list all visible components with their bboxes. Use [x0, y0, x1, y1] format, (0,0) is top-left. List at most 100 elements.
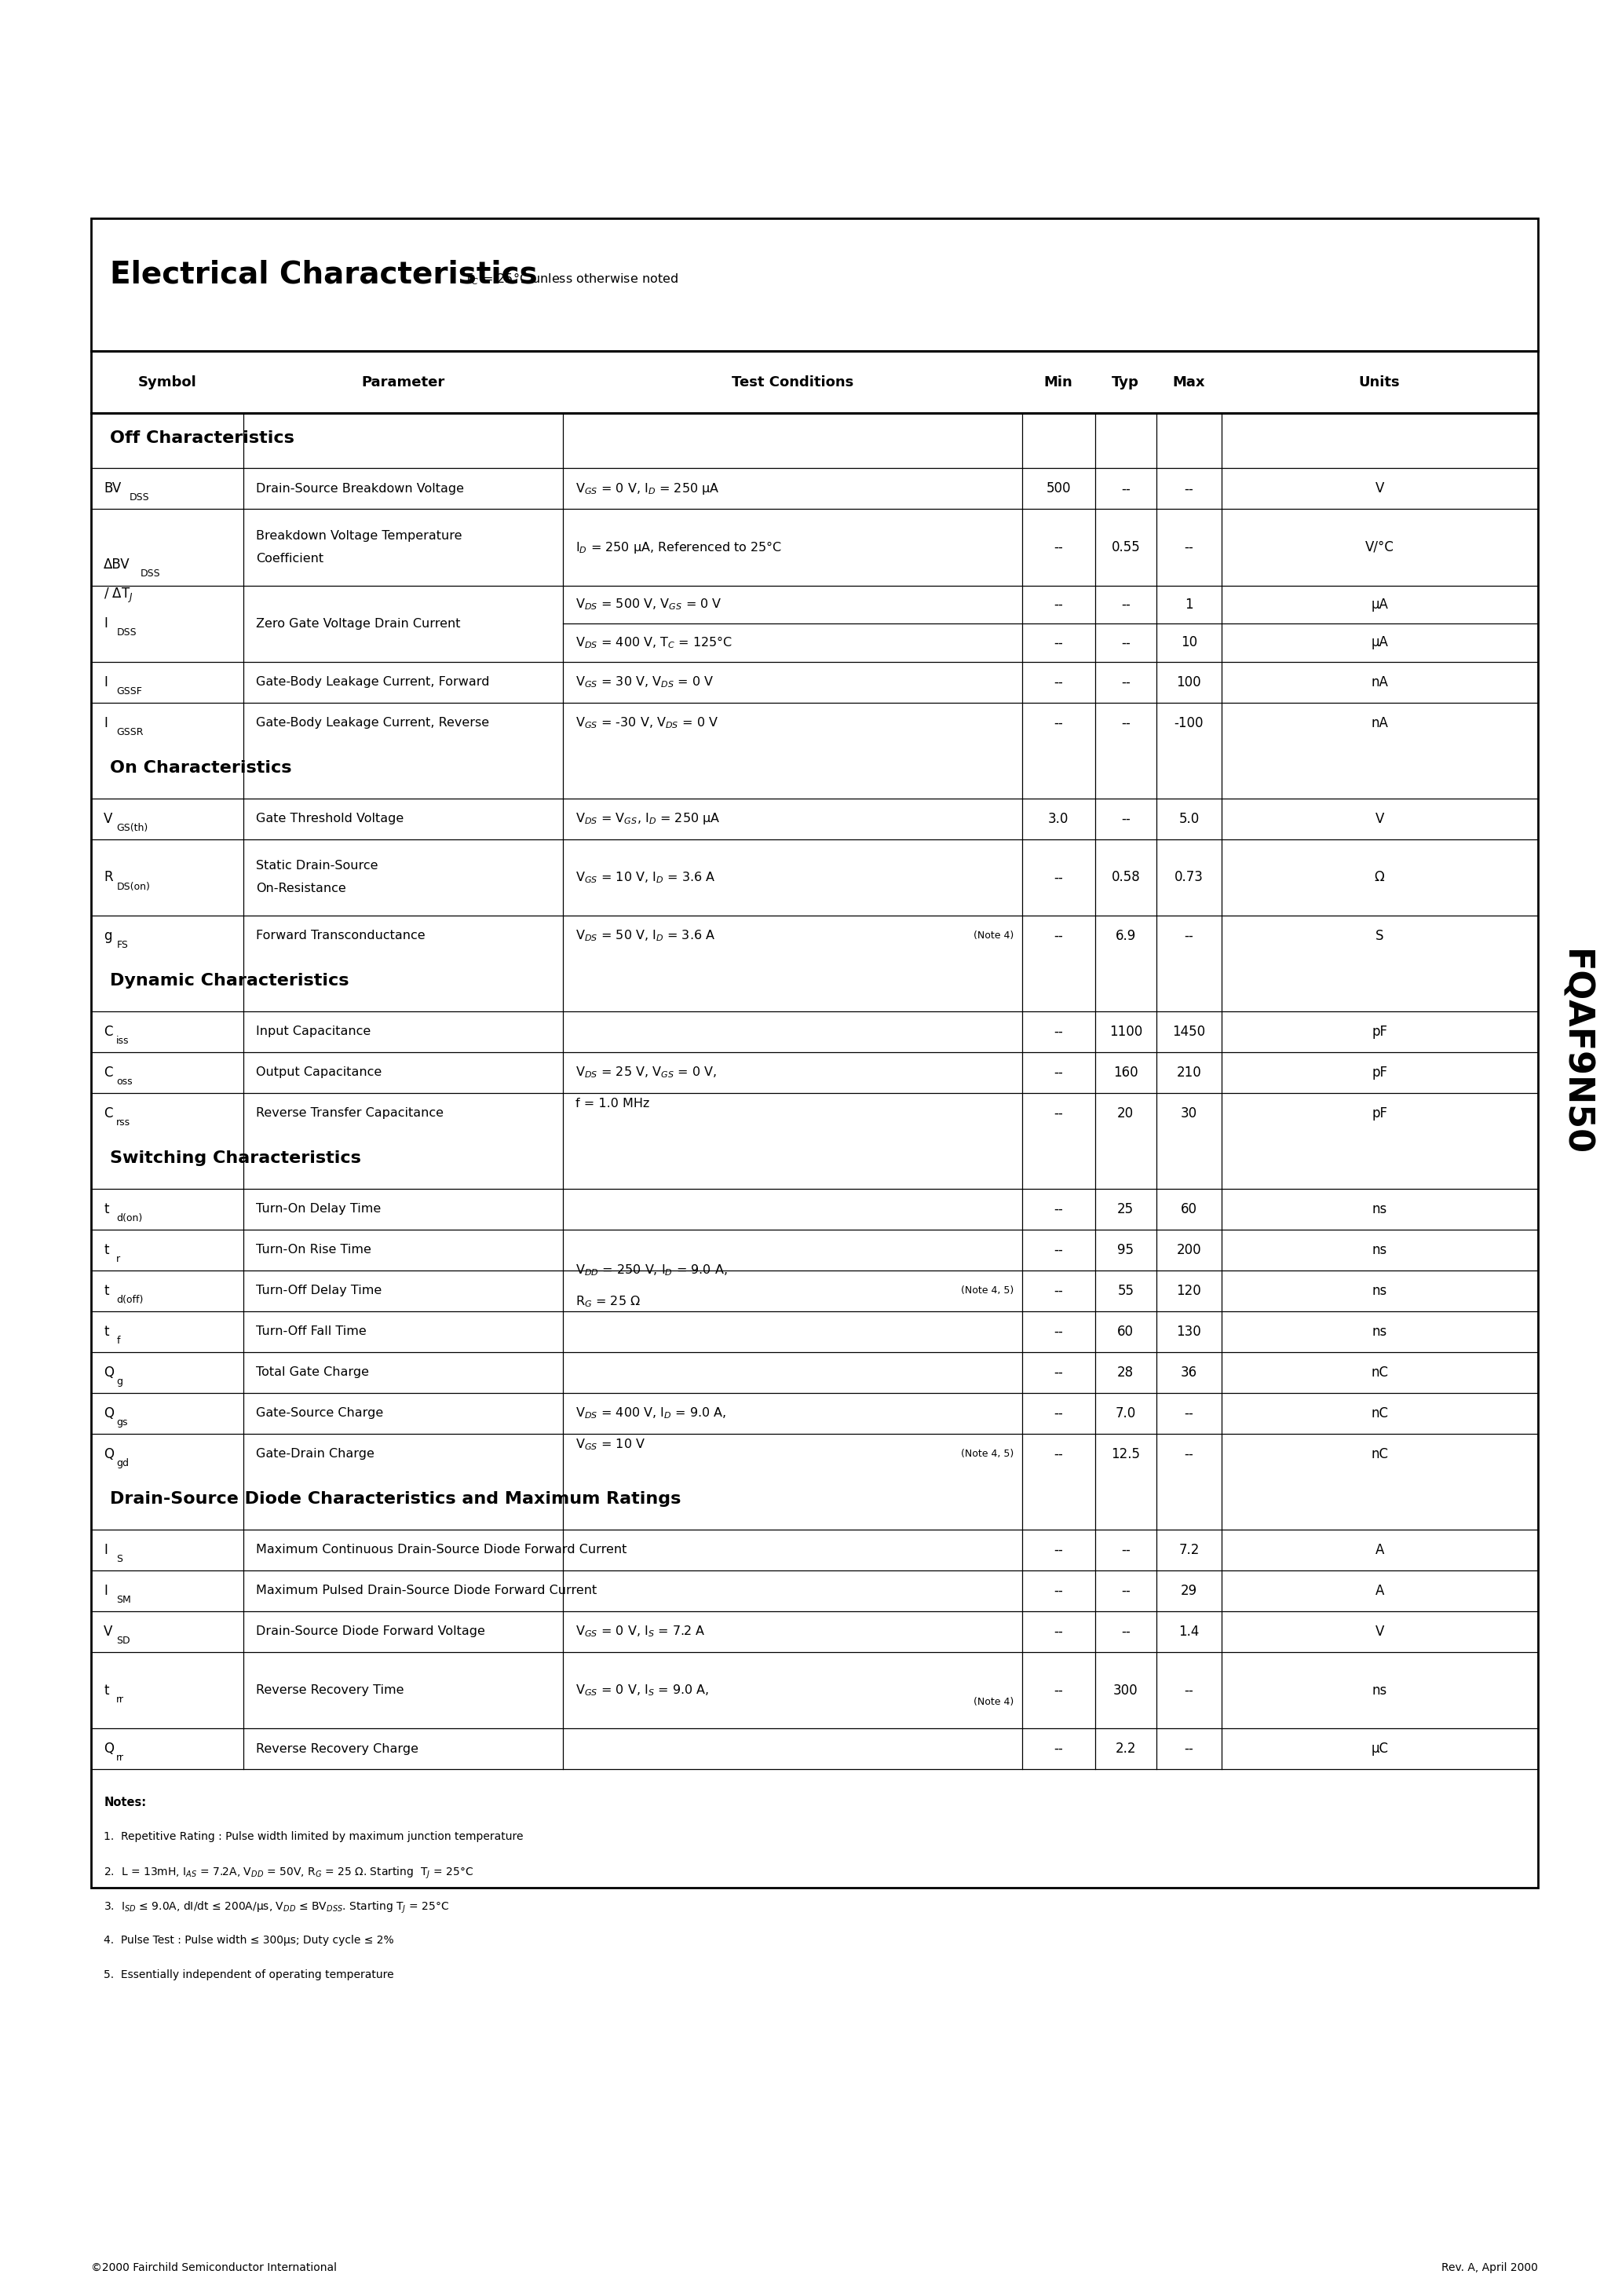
Text: μC: μC	[1371, 1743, 1388, 1756]
Text: DSS: DSS	[139, 569, 161, 579]
Text: V$_{DS}$ = 25 V, V$_{GS}$ = 0 V,: V$_{DS}$ = 25 V, V$_{GS}$ = 0 V,	[576, 1065, 717, 1079]
Text: --: --	[1054, 540, 1062, 553]
Text: rr: rr	[117, 1752, 125, 1763]
Text: 4.  Pulse Test : Pulse width ≤ 300μs; Duty cycle ≤ 2%: 4. Pulse Test : Pulse width ≤ 300μs; Dut…	[104, 1936, 394, 1945]
Text: 5.0: 5.0	[1179, 813, 1199, 827]
Text: t: t	[104, 1203, 109, 1217]
Text: --: --	[1121, 1584, 1131, 1598]
Text: 500: 500	[1046, 482, 1071, 496]
Text: Typ: Typ	[1113, 374, 1139, 390]
Text: Breakdown Voltage Temperature: Breakdown Voltage Temperature	[256, 530, 462, 542]
Text: --: --	[1054, 1065, 1062, 1079]
Text: V: V	[104, 1626, 114, 1639]
Text: Reverse Recovery Time: Reverse Recovery Time	[256, 1685, 404, 1697]
Text: 55: 55	[1118, 1283, 1134, 1297]
Text: S: S	[1375, 930, 1384, 944]
Text: Max: Max	[1173, 374, 1205, 390]
Text: V$_{GS}$ = 30 V, V$_{DS}$ = 0 V: V$_{GS}$ = 30 V, V$_{DS}$ = 0 V	[576, 675, 714, 689]
Text: ΔBV: ΔBV	[104, 558, 130, 572]
Text: Gate Threshold Voltage: Gate Threshold Voltage	[256, 813, 404, 824]
Text: Off Characteristics: Off Characteristics	[110, 429, 295, 445]
Text: --: --	[1054, 716, 1062, 730]
Text: -100: -100	[1174, 716, 1204, 730]
Text: 10: 10	[1181, 636, 1197, 650]
Text: --: --	[1054, 597, 1062, 611]
Text: d(on): d(on)	[117, 1212, 143, 1224]
Text: pF: pF	[1372, 1065, 1387, 1079]
Text: μA: μA	[1371, 597, 1388, 611]
Text: --: --	[1054, 1203, 1062, 1217]
Text: Forward Transconductance: Forward Transconductance	[256, 930, 425, 941]
Text: I: I	[104, 716, 107, 730]
Text: pF: pF	[1372, 1107, 1387, 1120]
Text: 1.4: 1.4	[1179, 1626, 1199, 1639]
Text: 2.2: 2.2	[1116, 1743, 1135, 1756]
Text: --: --	[1054, 1584, 1062, 1598]
Text: I$_D$ = 250 μA, Referenced to 25°C: I$_D$ = 250 μA, Referenced to 25°C	[576, 540, 782, 556]
Text: Output Capacitance: Output Capacitance	[256, 1068, 383, 1079]
Text: 28: 28	[1118, 1366, 1134, 1380]
Text: rr: rr	[117, 1694, 125, 1704]
Text: V$_{DD}$ = 250 V, I$_D$ = 9.0 A,: V$_{DD}$ = 250 V, I$_D$ = 9.0 A,	[576, 1263, 728, 1279]
Text: --: --	[1121, 597, 1131, 611]
Text: C: C	[104, 1024, 114, 1038]
Text: (Note 4): (Note 4)	[973, 930, 1014, 941]
Text: 29: 29	[1181, 1584, 1197, 1598]
Text: V/°C: V/°C	[1366, 540, 1393, 553]
Text: 3.  I$_{SD}$ ≤ 9.0A, dI/dt ≤ 200A/μs, V$_{DD}$ ≤ BV$_{DSS}$. Starting T$_J$ = 25: 3. I$_{SD}$ ≤ 9.0A, dI/dt ≤ 200A/μs, V$_…	[104, 1901, 449, 1915]
Text: GSSR: GSSR	[117, 728, 143, 737]
Text: Rev. A, April 2000: Rev. A, April 2000	[1442, 2262, 1538, 2273]
Text: Coefficient: Coefficient	[256, 553, 324, 565]
Text: ns: ns	[1372, 1283, 1387, 1297]
Text: V$_{GS}$ = 0 V, I$_S$ = 9.0 A,: V$_{GS}$ = 0 V, I$_S$ = 9.0 A,	[576, 1683, 709, 1697]
Text: 60: 60	[1181, 1203, 1197, 1217]
Text: Input Capacitance: Input Capacitance	[256, 1026, 371, 1038]
Text: 5.  Essentially independent of operating temperature: 5. Essentially independent of operating …	[104, 1970, 394, 1979]
Text: Gate-Body Leakage Current, Reverse: Gate-Body Leakage Current, Reverse	[256, 716, 490, 728]
Text: Electrical Characteristics: Electrical Characteristics	[110, 259, 539, 289]
Text: --: --	[1054, 675, 1062, 689]
Text: FQAF9N50: FQAF9N50	[1559, 951, 1591, 1155]
Text: I: I	[104, 1584, 107, 1598]
Text: nC: nC	[1371, 1366, 1388, 1380]
Text: (Note 4, 5): (Note 4, 5)	[960, 1286, 1014, 1295]
Text: 0.73: 0.73	[1174, 870, 1204, 884]
Text: --: --	[1184, 930, 1194, 944]
Text: d(off): d(off)	[117, 1295, 143, 1304]
Text: R$_G$ = 25 Ω: R$_G$ = 25 Ω	[576, 1295, 641, 1309]
Text: --: --	[1184, 482, 1194, 496]
Text: r: r	[117, 1254, 120, 1265]
Text: FS: FS	[117, 939, 128, 951]
Text: Q: Q	[104, 1407, 114, 1421]
Text: nA: nA	[1371, 675, 1388, 689]
Text: 12.5: 12.5	[1111, 1446, 1140, 1460]
Text: I: I	[104, 618, 107, 631]
Text: --: --	[1184, 1683, 1194, 1697]
Text: f: f	[117, 1336, 120, 1345]
Text: 200: 200	[1176, 1242, 1202, 1258]
Text: S: S	[117, 1554, 123, 1564]
Text: --: --	[1184, 1446, 1194, 1460]
Text: --: --	[1121, 1626, 1131, 1639]
Text: Total Gate Charge: Total Gate Charge	[256, 1366, 370, 1378]
Text: GS(th): GS(th)	[117, 822, 148, 833]
Text: t: t	[104, 1283, 109, 1297]
Text: Gate-Drain Charge: Gate-Drain Charge	[256, 1449, 375, 1460]
Text: Turn-Off Delay Time: Turn-Off Delay Time	[256, 1286, 383, 1297]
Text: 1100: 1100	[1109, 1024, 1142, 1038]
Text: V$_{DS}$ = 500 V, V$_{GS}$ = 0 V: V$_{DS}$ = 500 V, V$_{GS}$ = 0 V	[576, 597, 722, 611]
Text: --: --	[1184, 1743, 1194, 1756]
Text: V$_{GS}$ = 10 V, I$_D$ = 3.6 A: V$_{GS}$ = 10 V, I$_D$ = 3.6 A	[576, 870, 715, 884]
Text: --: --	[1054, 1743, 1062, 1756]
Text: SM: SM	[117, 1596, 131, 1605]
Text: ns: ns	[1372, 1325, 1387, 1339]
Text: On-Resistance: On-Resistance	[256, 884, 347, 895]
Text: On Characteristics: On Characteristics	[110, 760, 292, 776]
Text: Q: Q	[104, 1743, 114, 1756]
Text: ©2000 Fairchild Semiconductor International: ©2000 Fairchild Semiconductor Internatio…	[91, 2262, 337, 2273]
Text: g: g	[117, 1378, 123, 1387]
Text: --: --	[1054, 930, 1062, 944]
Text: (Note 4): (Note 4)	[973, 1697, 1014, 1706]
Text: 25: 25	[1118, 1203, 1134, 1217]
Text: 60: 60	[1118, 1325, 1134, 1339]
